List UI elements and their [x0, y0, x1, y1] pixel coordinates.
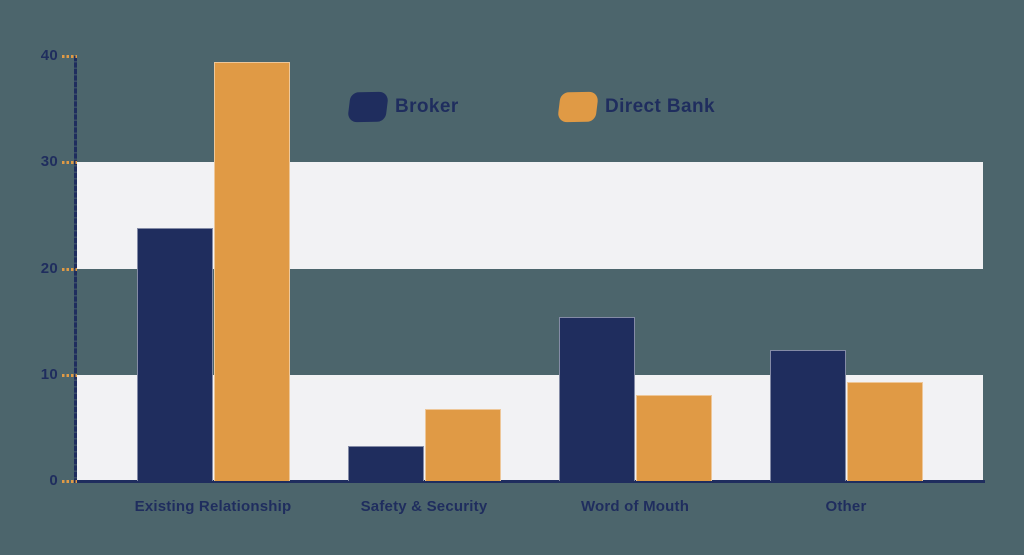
legend-swatch-icon	[347, 91, 389, 123]
y-tick-dash	[62, 480, 77, 483]
legend-label: Direct Bank	[605, 96, 715, 117]
bar-direct-bank-safety-security	[425, 408, 501, 481]
x-axis-label-other: Other	[825, 498, 867, 515]
bar-broker-word-of-mouth	[559, 317, 635, 481]
bar-broker-safety-security	[348, 445, 424, 481]
x-axis-label-existing-relationship: Existing Relationship	[134, 498, 292, 515]
y-tick-dash	[62, 267, 77, 271]
bar-direct-bank-other	[847, 382, 923, 481]
x-axis-label-safety-security: Safety & Security	[360, 498, 488, 515]
y-tick-label: 10	[40, 365, 58, 383]
bar-broker-other	[770, 350, 846, 481]
x-axis	[74, 480, 985, 483]
legend-item-direct-bank: Direct Bank	[557, 91, 715, 123]
legend-swatch-icon	[557, 91, 599, 123]
legend-label: Broker	[395, 96, 459, 117]
y-tick-label: 20	[40, 259, 58, 277]
y-tick-dash	[62, 373, 77, 377]
bar-direct-bank-word-of-mouth	[636, 394, 712, 481]
bar-direct-bank-existing-relationship	[214, 62, 290, 481]
y-tick-label: 30	[40, 153, 58, 171]
bar-broker-existing-relationship	[137, 228, 213, 481]
y-tick-label: 40	[40, 47, 58, 64]
legend-item-broker: Broker	[347, 91, 459, 123]
y-tick-label: 0	[49, 472, 58, 489]
y-tick-dash	[62, 55, 77, 58]
x-axis-label-word-of-mouth: Word of Mouth	[580, 498, 690, 515]
y-tick-dash	[62, 161, 77, 165]
